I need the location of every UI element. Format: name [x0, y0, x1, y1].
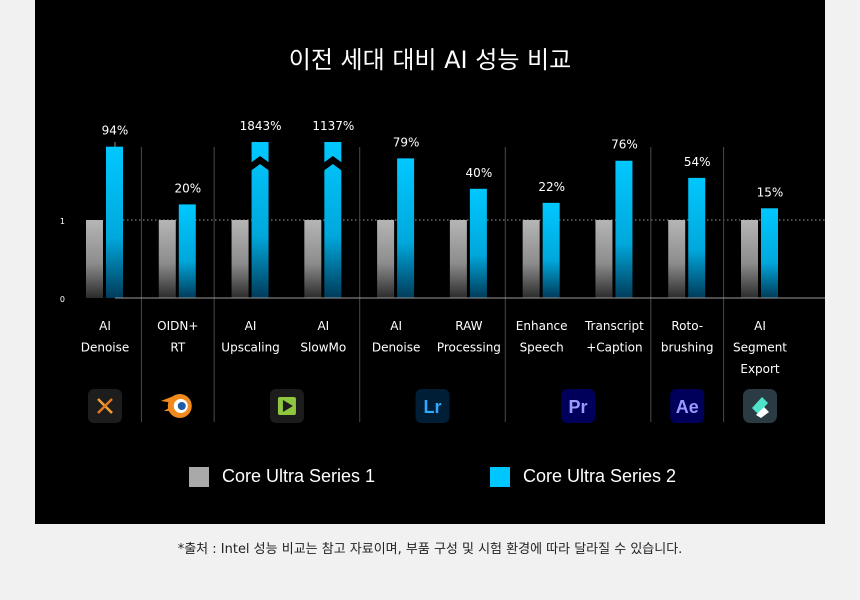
category-label: Processing	[437, 341, 501, 355]
icon-play	[282, 400, 293, 412]
davinci-resolve-icon	[88, 389, 122, 423]
chart-plot: 0 1 94% AI Denoise 20% OIDN+ RT 1843% AI Upscaling…	[60, 119, 825, 423]
bar-series-2	[542, 202, 560, 298]
bar-series-1	[304, 220, 322, 298]
bar-series-2	[106, 146, 123, 298]
category-label: OIDN+	[157, 319, 198, 333]
data-label: 22%	[538, 180, 565, 194]
icon-core	[177, 402, 186, 410]
icon-bg	[415, 389, 450, 423]
category-label: Transcript	[584, 319, 644, 333]
category-label: AI	[317, 319, 329, 333]
icon-prong	[163, 404, 176, 411]
category-label: Export	[740, 362, 780, 376]
category-label: AI	[245, 319, 257, 333]
category-label: AI	[390, 319, 402, 333]
bar-series-2	[688, 177, 706, 298]
data-label: 1137%	[312, 119, 354, 133]
data-label: 15%	[757, 185, 784, 199]
bar-series-2	[324, 142, 342, 298]
bar-series-2	[615, 160, 633, 298]
data-label: 79%	[393, 135, 420, 149]
data-label: 40%	[466, 166, 493, 180]
bar-series-1	[86, 220, 103, 298]
icon-shape	[752, 397, 768, 414]
blender-icon	[160, 394, 192, 418]
category-label: Denoise	[372, 341, 421, 355]
axis-break-mark	[250, 156, 270, 171]
icon-stroke	[97, 398, 113, 414]
legend-series-1: Core Ultra Series 1	[189, 466, 375, 487]
data-label: 94%	[102, 124, 129, 138]
category-label: Denoise	[81, 341, 130, 355]
legend-label-series-2: Core Ultra Series 2	[523, 466, 677, 486]
bar-series-1	[449, 220, 467, 298]
data-label: 20%	[174, 181, 201, 195]
axis-break-mark	[323, 156, 343, 171]
category-label: Segment	[733, 341, 787, 355]
icon-label: Lr	[424, 397, 442, 417]
data-label: 54%	[684, 155, 711, 169]
category-label: AI	[99, 319, 111, 333]
bar-series-1	[377, 220, 395, 298]
bar-series-2	[251, 142, 269, 298]
legend-swatch-series-1	[189, 466, 209, 487]
filmora-play-icon	[269, 389, 304, 423]
data-label: 1843%	[240, 119, 282, 133]
legend-label-series-1: Core Ultra Series 1	[222, 466, 376, 486]
category-label: +Caption	[586, 341, 642, 355]
bar-series-1	[595, 220, 613, 298]
category-label: Upscaling	[221, 341, 280, 355]
icon-shape	[756, 407, 769, 418]
icon-label: Pr	[569, 397, 588, 417]
premiere-pro-icon: Pr	[561, 389, 596, 423]
bar-series-2	[397, 158, 415, 298]
footnote: *출처 : Intel 성능 비교는 참고 자료이며, 부품 구성 및 시험 환…	[177, 542, 683, 557]
icon-bg	[670, 389, 705, 423]
icon-prong	[160, 396, 174, 403]
category-label: RT	[170, 341, 185, 355]
filmora-icon	[743, 389, 777, 423]
category-label: RAW	[455, 319, 482, 333]
data-label: 76%	[611, 138, 638, 152]
bar-series-1	[158, 220, 176, 298]
legend-swatch-series-2	[490, 466, 510, 487]
category-label: Speech	[520, 341, 564, 355]
bar-series-2	[761, 208, 778, 298]
chart-title: 이전 세대 대비 AI 성능 비교	[288, 46, 572, 74]
bar-series-2	[469, 188, 487, 298]
chart-panel: 이전 세대 대비 AI 성능 비교 0 1 94% AI Denoise 20% OIDN+…	[35, 0, 825, 524]
y-tick-label: 1	[60, 217, 65, 226]
bar-series-1	[522, 220, 540, 298]
category-label: Roto-	[671, 319, 703, 333]
category-label: Enhance	[516, 319, 568, 333]
category-label: AI	[754, 319, 766, 333]
y-tick-label: 0	[60, 295, 65, 304]
icon-bg	[561, 389, 596, 423]
icon-label: Ae	[676, 397, 699, 417]
after-effects-icon: Ae	[670, 389, 705, 423]
bar-series-2	[178, 204, 196, 298]
legend-series-2: Core Ultra Series 2	[490, 466, 676, 487]
category-label: SlowMo	[300, 341, 346, 355]
bar-series-1	[231, 220, 249, 298]
category-label: brushing	[661, 341, 714, 355]
lightroom-icon: Lr	[415, 389, 450, 423]
bar-series-1	[741, 220, 758, 298]
bar-series-1	[668, 220, 686, 298]
